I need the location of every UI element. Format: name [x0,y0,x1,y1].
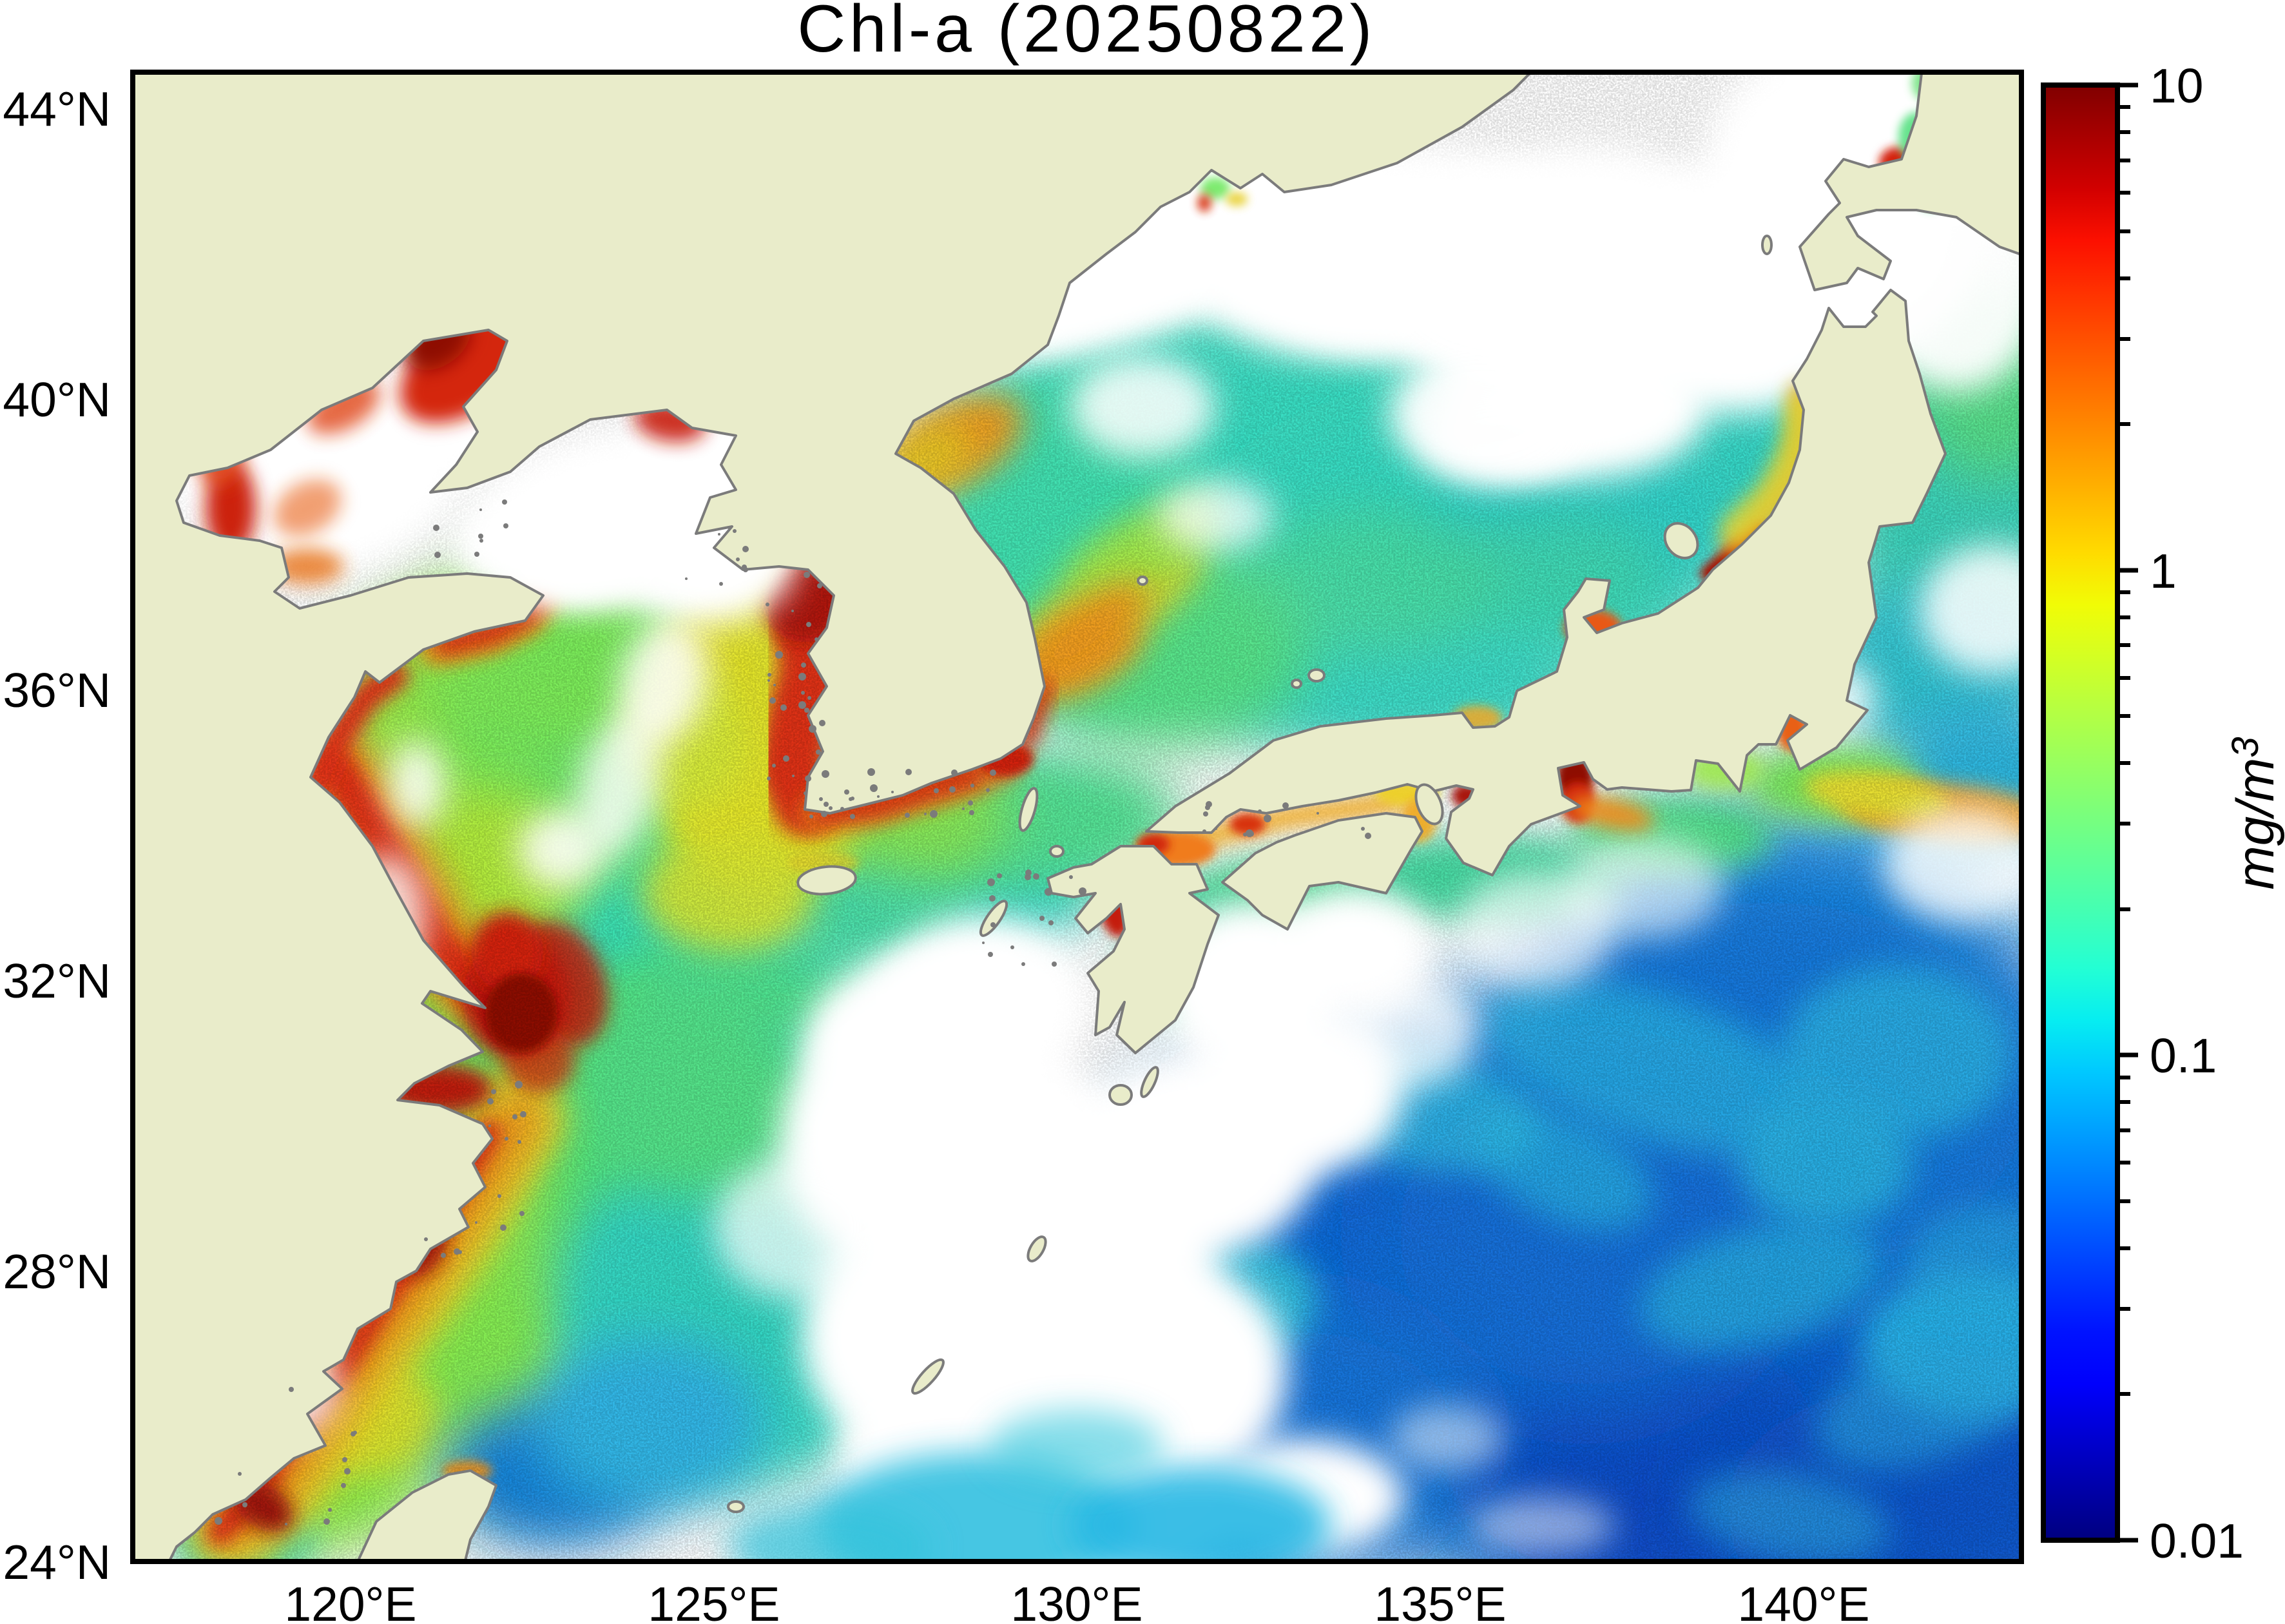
svg-text:32°N: 32°N [3,954,111,1008]
svg-text:mg/m3: mg/m3 [2224,737,2285,889]
svg-text:44°N: 44°N [3,82,111,136]
svg-text:10: 10 [2150,59,2203,113]
svg-text:28°N: 28°N [3,1244,111,1299]
svg-text:140°E: 140°E [1737,1577,1869,1624]
svg-text:135°E: 135°E [1374,1577,1506,1624]
svg-text:24°N: 24°N [3,1535,111,1589]
svg-text:125°E: 125°E [648,1577,780,1624]
svg-text:0.1: 0.1 [2150,1029,2217,1083]
svg-text:120°E: 120°E [284,1577,416,1624]
svg-text:1: 1 [2150,544,2177,598]
svg-text:40°N: 40°N [3,372,111,427]
svg-text:Chl-a (20250822): Chl-a (20250822) [797,0,1375,66]
svg-text:130°E: 130°E [1010,1577,1142,1624]
svg-text:36°N: 36°N [3,663,111,717]
svg-text:0.01: 0.01 [2150,1514,2244,1568]
